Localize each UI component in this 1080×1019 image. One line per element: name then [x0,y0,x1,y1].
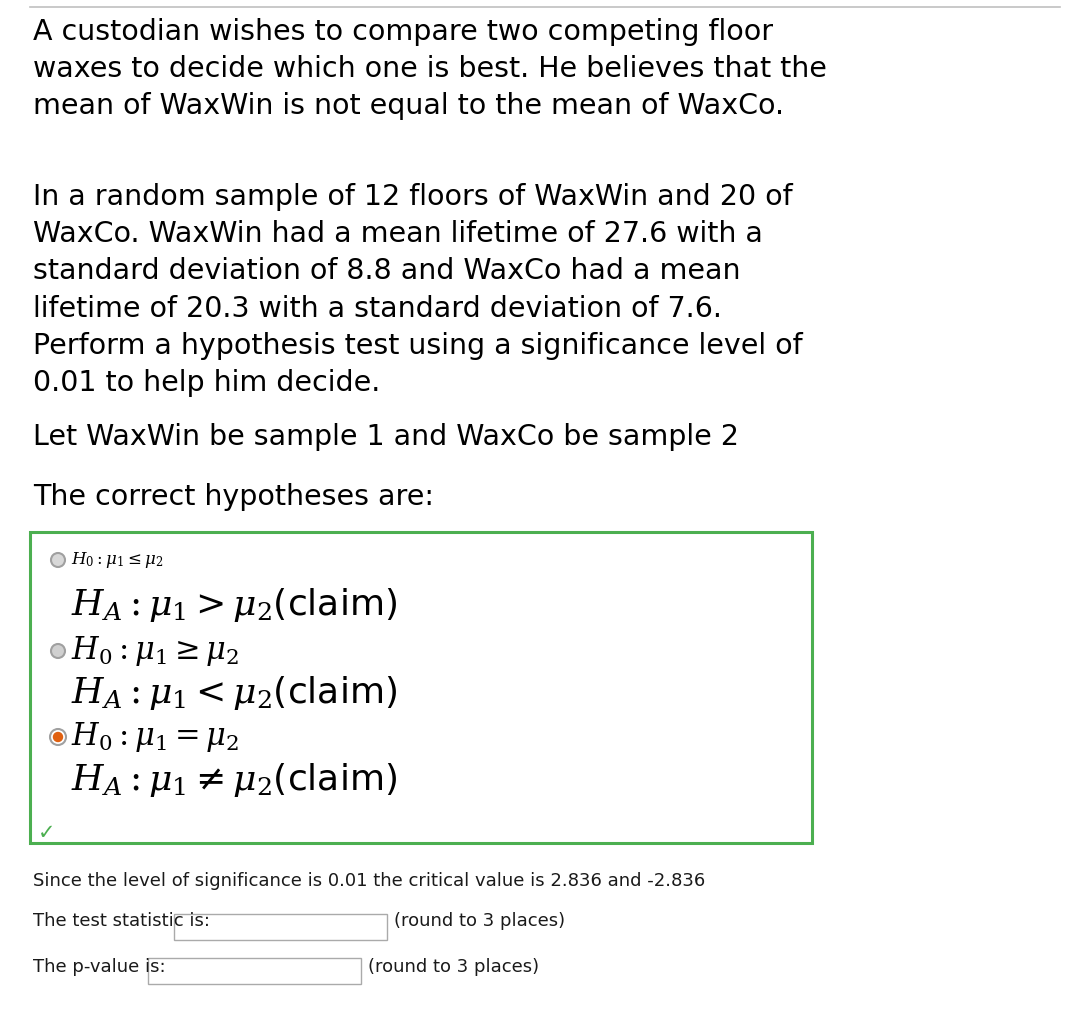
Circle shape [51,644,65,658]
FancyBboxPatch shape [30,532,812,843]
Text: $H_0: \mu_1 = \mu_2$: $H_0: \mu_1 = \mu_2$ [71,720,239,754]
Text: Let WaxWin be sample 1 and WaxCo be sample 2: Let WaxWin be sample 1 and WaxCo be samp… [33,423,739,451]
Text: $H_A: \mu_1 < \mu_2$(claim): $H_A: \mu_1 < \mu_2$(claim) [71,674,397,712]
Text: In a random sample of 12 floors of WaxWin and 20 of
WaxCo. WaxWin had a mean lif: In a random sample of 12 floors of WaxWi… [33,183,802,397]
Circle shape [50,729,66,745]
Text: $H_A: \mu_1 \neq \mu_2$(claim): $H_A: \mu_1 \neq \mu_2$(claim) [71,761,397,799]
Circle shape [54,733,63,742]
FancyBboxPatch shape [148,958,361,984]
Text: $H_0: \mu_1 \geq \mu_2$: $H_0: \mu_1 \geq \mu_2$ [71,634,239,668]
Text: A custodian wishes to compare two competing floor
waxes to decide which one is b: A custodian wishes to compare two compet… [33,18,827,120]
Text: ✓: ✓ [38,823,55,843]
Text: The p-value is:: The p-value is: [33,958,165,976]
Text: (round to 3 places): (round to 3 places) [368,958,539,976]
Text: Since the level of significance is 0.01 the critical value is 2.836 and -2.836: Since the level of significance is 0.01 … [33,872,705,890]
Text: The correct hypotheses are:: The correct hypotheses are: [33,483,434,511]
Text: $H_A: \mu_1 > \mu_2$(claim): $H_A: \mu_1 > \mu_2$(claim) [71,586,397,624]
FancyBboxPatch shape [174,914,387,940]
Circle shape [51,553,65,567]
Text: (round to 3 places): (round to 3 places) [394,912,565,930]
Text: $H_0: \mu_1 \leq \mu_2$: $H_0: \mu_1 \leq \mu_2$ [71,550,163,570]
Text: The test statistic is:: The test statistic is: [33,912,210,930]
